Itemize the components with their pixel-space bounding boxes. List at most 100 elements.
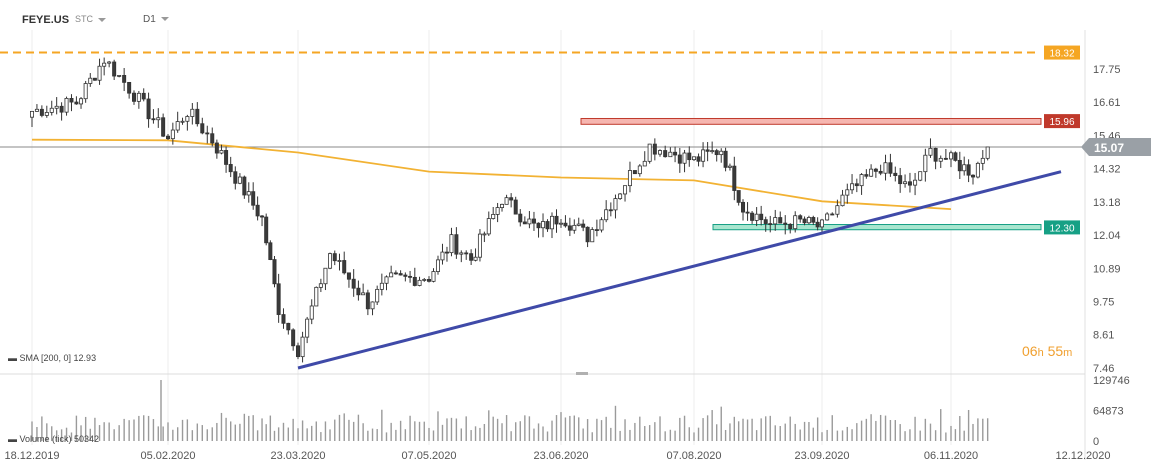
candle-body — [888, 162, 893, 174]
candle-body — [632, 170, 637, 175]
candle-body — [550, 215, 555, 230]
candle-body — [793, 215, 798, 230]
x-tick-label: 07.08.2020 — [666, 450, 721, 462]
candle-body — [975, 162, 980, 178]
candle-body — [949, 152, 954, 160]
candle-body — [509, 197, 514, 201]
candle-body — [966, 164, 971, 176]
candle-body — [692, 156, 697, 161]
y-tick-label: 17.75 — [1093, 64, 1121, 76]
candle-body — [246, 191, 251, 196]
candle-body — [88, 77, 93, 84]
current-price-tag — [1081, 137, 1151, 156]
y-tick-label: 10.89 — [1093, 263, 1121, 275]
support-resistance-zones — [580, 117, 1042, 231]
candle-body — [652, 143, 657, 155]
candle-body — [469, 253, 474, 261]
candle-body — [835, 205, 840, 215]
candle-body — [318, 283, 323, 288]
candle-body — [286, 322, 291, 331]
candle-body — [504, 197, 509, 205]
candle-body — [136, 92, 141, 102]
market-label[interactable]: STC — [75, 14, 106, 24]
volume-tick-label: 129746 — [1093, 375, 1130, 387]
candle-body — [723, 150, 728, 168]
candle-body — [658, 150, 663, 155]
candle-body — [205, 132, 210, 135]
candle-body — [907, 181, 912, 186]
candle-body — [913, 179, 918, 186]
sma-200-line — [31, 138, 952, 210]
candle-body — [44, 112, 49, 116]
candle-body — [305, 318, 310, 338]
candle-body — [613, 198, 618, 211]
candle-body — [599, 219, 604, 231]
candle-body — [49, 107, 54, 113]
candle-body — [112, 61, 117, 77]
candle-body — [224, 150, 229, 165]
price-tag-label: 15.96 — [1049, 117, 1074, 128]
candle-body — [351, 278, 356, 289]
candle-body — [701, 149, 706, 162]
trendline-line[interactable] — [297, 170, 1062, 370]
indicator-icon: ▬ — [8, 353, 20, 363]
candle-body — [980, 157, 985, 164]
candle-body — [850, 183, 855, 191]
candle-body — [365, 292, 370, 310]
volume-axis: 129746 64873 0 — [1093, 375, 1130, 448]
candle-body — [190, 108, 195, 117]
time-axis: 18.12.2019 05.02.2020 23.03.2020 07.05.2020… — [4, 450, 1110, 462]
x-tick-label: 18.12.2019 — [4, 450, 59, 462]
sma-line[interactable] — [31, 138, 952, 210]
candle-body — [309, 305, 314, 320]
candle-body — [962, 164, 967, 172]
candle-body — [141, 92, 146, 100]
y-tick-label: 8.61 — [1093, 330, 1114, 342]
pane-resize-handle[interactable] — [576, 372, 588, 375]
y-tick-label: 14.32 — [1093, 164, 1121, 176]
candle-body — [156, 117, 161, 121]
candle-body — [840, 194, 845, 207]
price-levels — [0, 51, 1085, 148]
y-tick-label: 16.61 — [1093, 97, 1121, 109]
candle-body — [54, 105, 59, 109]
candle-body — [464, 252, 469, 255]
timeframe-selector[interactable]: D1 — [143, 14, 169, 25]
candle-body — [754, 213, 759, 221]
candle-body — [563, 222, 568, 227]
candle-body — [663, 150, 668, 158]
candle-body — [943, 157, 948, 160]
resistance-zone[interactable] — [580, 117, 1042, 125]
price-tag-label: 12.30 — [1049, 223, 1074, 234]
candle-body — [34, 108, 39, 112]
candle-body — [237, 176, 242, 184]
candle-body — [398, 273, 403, 276]
candle-body — [170, 129, 175, 140]
sma-legend[interactable]: ▬ SMA [200, 0] 12.93 — [8, 353, 97, 363]
candle-body — [233, 171, 238, 184]
candle-body — [985, 146, 990, 159]
candle-body — [736, 190, 741, 203]
candle-body — [545, 221, 550, 230]
candle-body — [323, 267, 328, 285]
candle-body — [482, 233, 487, 236]
candle-body — [783, 222, 788, 225]
symbol-label[interactable]: FEYE.US — [22, 14, 70, 26]
candle-body — [898, 175, 903, 185]
candle-body — [491, 213, 496, 219]
candle-body — [39, 108, 44, 116]
candle-body — [953, 152, 958, 161]
candle-body — [375, 288, 380, 303]
volume-legend[interactable]: ▬ Volume (tick) 50342 — [8, 434, 100, 444]
candle-body — [356, 287, 361, 296]
price-tag — [1044, 114, 1080, 129]
candle-body — [594, 229, 599, 231]
volume-tick-label: 64873 — [1093, 406, 1124, 418]
candle-body — [585, 226, 590, 243]
x-tick-label: 12.12.2020 — [1055, 450, 1110, 462]
candle-body — [69, 97, 74, 103]
candle-body — [477, 233, 482, 258]
support-zone[interactable] — [712, 224, 1042, 231]
candle-body — [864, 174, 869, 177]
candle-body — [971, 174, 976, 178]
